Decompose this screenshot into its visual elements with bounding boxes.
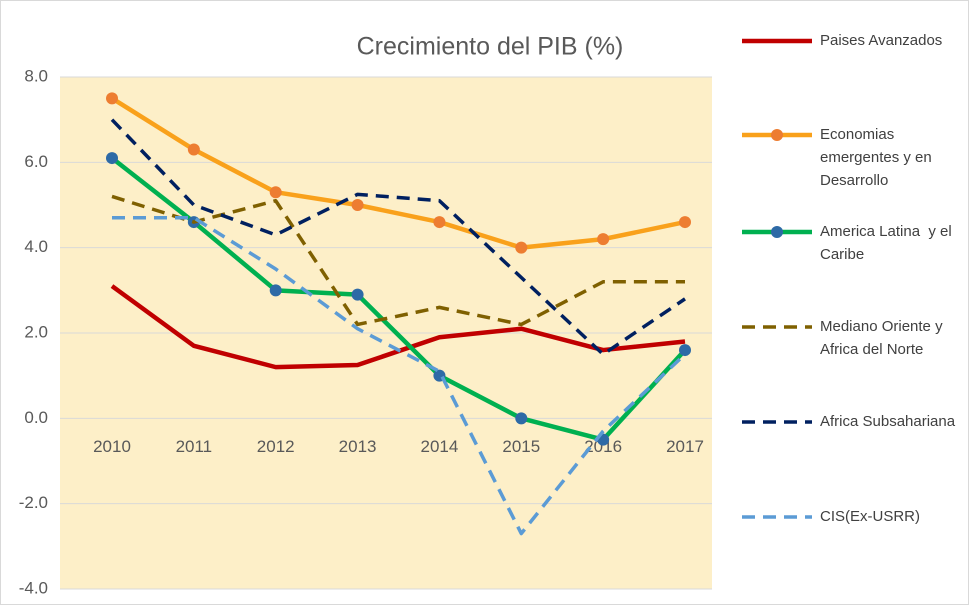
series-marker xyxy=(679,216,691,229)
series-marker xyxy=(679,344,691,357)
series-marker xyxy=(106,92,118,105)
y-tick-label: 0.0 xyxy=(24,408,48,427)
legend-label: CIS(Ex-USRR) xyxy=(820,508,920,525)
series-marker xyxy=(515,241,528,254)
series-marker xyxy=(433,216,446,229)
series-line xyxy=(111,194,685,327)
y-tick-label: 8.0 xyxy=(24,66,48,85)
chart-title: Crecimiento del PIB (%) xyxy=(357,33,624,61)
x-tick-label: 2017 xyxy=(666,437,704,456)
x-tick-label: 2015 xyxy=(502,437,540,456)
legend-label: Africa Subsahariana xyxy=(820,413,956,430)
y-tick-label: -2.0 xyxy=(19,493,48,512)
y-tick-label: 6.0 xyxy=(24,152,48,171)
series-marker xyxy=(515,412,528,425)
x-tick-label: 2016 xyxy=(584,437,622,456)
series-line xyxy=(112,216,687,536)
series-marker xyxy=(351,199,364,211)
x-tick-label: 2014 xyxy=(421,437,459,456)
x-tick-label: 2011 xyxy=(176,437,213,456)
series-line xyxy=(110,156,687,442)
legend-label: Mediano Oriente y Africa del Norte xyxy=(820,318,946,358)
x-tick-label: 2013 xyxy=(339,437,377,456)
series-marker xyxy=(187,143,200,156)
y-tick-label: -4.0 xyxy=(19,578,48,597)
y-tick-label: 2.0 xyxy=(24,322,48,341)
series-line xyxy=(110,96,686,250)
series-line xyxy=(110,118,686,357)
series-marker xyxy=(351,288,364,301)
legend-marker xyxy=(771,226,783,238)
legend-label: Paises Avanzados xyxy=(820,32,943,49)
x-tick-label: 2010 xyxy=(93,437,131,456)
legend-label: Economias emergentes y en Desarrollo xyxy=(820,126,936,189)
x-tick-label: 2012 xyxy=(257,437,295,456)
series-marker xyxy=(597,233,610,246)
series-marker xyxy=(269,186,282,199)
legend-label: America Latina y el Caribe xyxy=(820,223,956,263)
y-tick-label: 4.0 xyxy=(24,237,48,256)
series-marker xyxy=(106,152,118,165)
legend-marker xyxy=(771,129,783,141)
series-marker xyxy=(269,284,282,297)
